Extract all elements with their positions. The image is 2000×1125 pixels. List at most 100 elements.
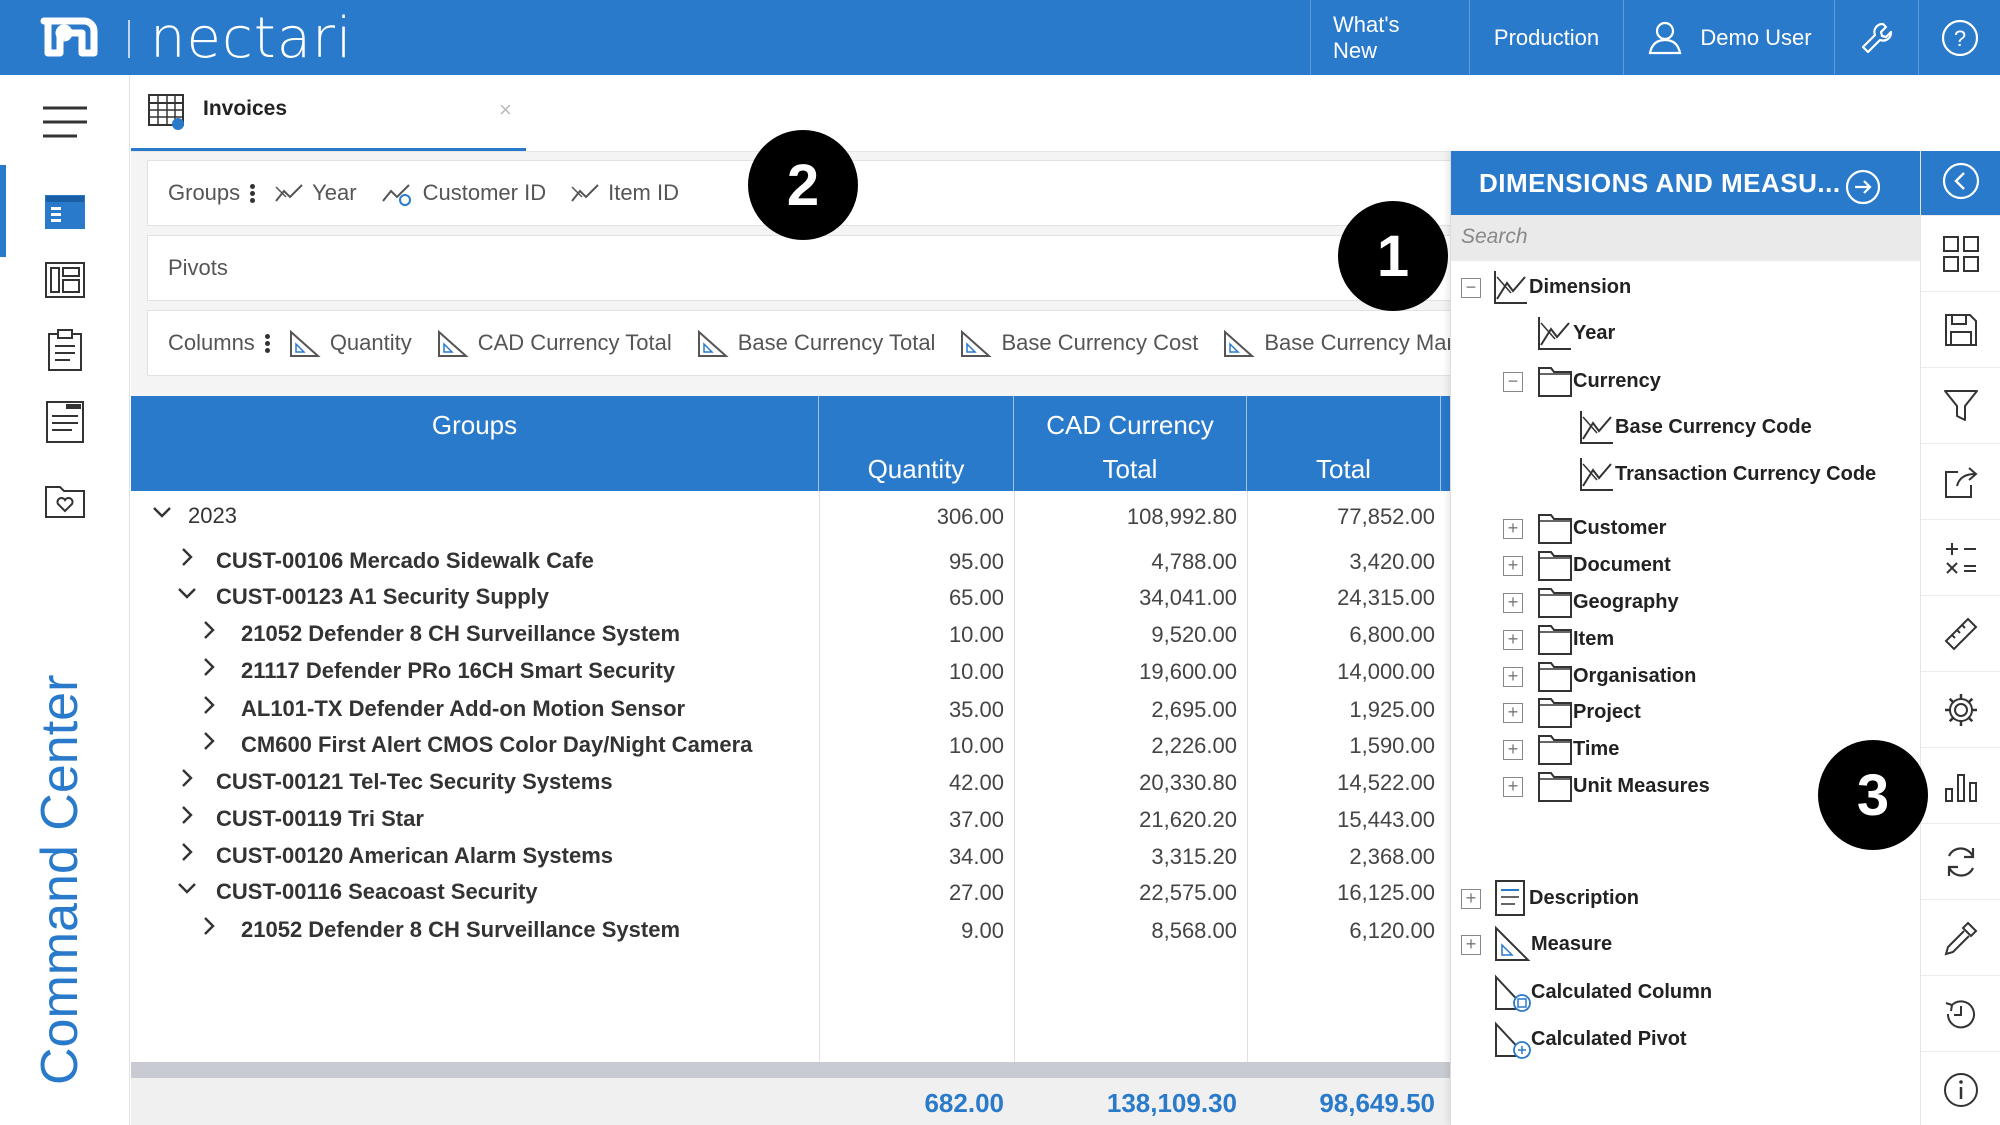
chevron-right-icon[interactable] <box>176 841 198 870</box>
header-quantity[interactable]: Quantity <box>819 396 1014 491</box>
ruler-button[interactable] <box>1921 595 2000 671</box>
tab-close-icon[interactable]: × <box>499 97 512 122</box>
whats-new-link[interactable]: What's New <box>1310 0 1469 75</box>
collapse-toggle-icon[interactable]: − <box>1503 372 1523 392</box>
table-row[interactable]: CUST-00116 Seacoast Security 27.00 22,575.… <box>131 869 1451 916</box>
tree-currency[interactable]: Currency <box>1537 363 1661 399</box>
workspace-icon[interactable] <box>40 187 90 237</box>
dashboard-icon[interactable] <box>40 255 90 305</box>
filter-button[interactable] <box>1921 367 2000 443</box>
chevron-right-icon[interactable] <box>198 656 220 685</box>
column-chip-base-currency-margin[interactable]: Base Currency Mar <box>1222 328 1454 358</box>
chevron-right-icon[interactable] <box>176 546 198 575</box>
history-clock-icon <box>1945 999 1975 1028</box>
arrow-right-circle-icon[interactable] <box>1844 168 1882 213</box>
info-button[interactable] <box>1921 1051 2000 1125</box>
table-row[interactable]: CUST-00119 Tri Star 37.00 21,620.20 15,443.… <box>131 796 1451 843</box>
calculations-button[interactable] <box>1921 519 2000 595</box>
table-row[interactable]: CUST-00123 A1 Security Supply 65.00 34,041… <box>131 574 1451 621</box>
table-row[interactable]: CUST-00121 Tel-Tec Security Systems 42.00… <box>131 759 1451 806</box>
expand-toggle-icon[interactable]: + <box>1461 935 1481 955</box>
chevron-right-icon[interactable] <box>198 915 220 944</box>
tree-calculated-pivot[interactable]: Calculated Pivot <box>1493 1021 1687 1059</box>
table-row[interactable]: CUST-00106 Mercado Sidewalk Cafe 95.00 4,7… <box>131 538 1451 585</box>
table-row[interactable]: 21052 Defender 8 CH Surveillance System 9… <box>131 907 1451 954</box>
folder-icon <box>1538 514 1572 544</box>
chevron-down-icon[interactable] <box>176 582 198 611</box>
clipboard-icon[interactable] <box>40 325 90 375</box>
chevron-down-icon[interactable] <box>151 501 173 530</box>
tree-transaction-currency-code[interactable]: Transaction Currency Code <box>1579 456 1876 492</box>
expand-toggle-icon[interactable]: + <box>1503 777 1523 797</box>
hamburger-menu-icon[interactable] <box>40 97 90 147</box>
expand-toggle-icon[interactable]: + <box>1503 519 1523 539</box>
history-button[interactable] <box>1921 975 2000 1051</box>
tree-document[interactable]: Document <box>1537 547 1671 583</box>
report-preview-icon[interactable] <box>40 397 90 447</box>
column-chip-cad-currency-total[interactable]: CAD Currency Total <box>436 328 672 358</box>
tree-dimension[interactable]: Dimension <box>1493 269 1631 305</box>
chevron-down-icon[interactable] <box>176 877 198 906</box>
table-row[interactable]: CUST-00120 American Alarm Systems 34.00 3,… <box>131 833 1451 880</box>
group-chip-item-id[interactable]: Item ID <box>570 180 679 206</box>
table-row[interactable]: CM600 First Alert CMOS Color Day/Night C… <box>131 722 1451 769</box>
production-link[interactable]: Production <box>1469 0 1623 75</box>
tree-description[interactable]: Description <box>1493 880 1639 916</box>
chevron-right-icon[interactable] <box>176 804 198 833</box>
help-button[interactable]: ? <box>1918 0 2000 75</box>
columns-more-icon[interactable] <box>264 332 270 355</box>
export-button[interactable] <box>1921 443 2000 519</box>
expand-toggle-icon[interactable]: + <box>1503 630 1523 650</box>
pivots-shelf[interactable]: Pivots <box>147 235 1467 301</box>
collapse-toggle-icon[interactable]: − <box>1461 278 1481 298</box>
picker-button[interactable] <box>1921 899 2000 975</box>
header-groups[interactable]: Groups <box>131 396 819 491</box>
tree-measure[interactable]: Measure <box>1493 925 1612 962</box>
user-menu[interactable]: Demo User <box>1623 0 1834 75</box>
chevron-right-icon[interactable] <box>176 767 198 796</box>
column-chip-base-currency-cost[interactable]: Base Currency Cost <box>959 328 1198 358</box>
favorites-folder-icon[interactable] <box>40 475 90 525</box>
horizontal-scrollbar[interactable] <box>131 1062 1451 1078</box>
dimensions-search-input[interactable]: Search <box>1451 215 1921 261</box>
table-row[interactable]: 21052 Defender 8 CH Surveillance System 1… <box>131 611 1451 658</box>
groups-more-icon[interactable] <box>250 182 256 205</box>
tree-item[interactable]: Item <box>1537 621 1614 657</box>
expand-toggle-icon[interactable]: + <box>1503 703 1523 723</box>
layout-grid-button[interactable] <box>1921 215 2000 291</box>
header-total[interactable]: Total <box>1247 396 1441 491</box>
tree-year[interactable]: Year <box>1537 315 1615 351</box>
table-row[interactable]: 21117 Defender PRo 16CH Smart Security 10… <box>131 648 1451 695</box>
chevron-right-icon[interactable] <box>198 694 220 723</box>
header-cad-currency-total[interactable]: CAD Currency Total <box>1014 396 1247 491</box>
table-row[interactable]: AL101-TX Defender Add-on Motion Sensor 35… <box>131 686 1451 733</box>
tree-time[interactable]: Time <box>1537 731 1619 767</box>
settings-button[interactable] <box>1921 671 2000 747</box>
tools-button[interactable] <box>1834 0 1918 75</box>
tab-invoices[interactable]: Invoices × <box>131 75 526 151</box>
expand-toggle-icon[interactable]: + <box>1461 889 1481 909</box>
columns-shelf[interactable]: Columns Quantity CAD Currency Total Base… <box>147 310 1467 376</box>
chart-button[interactable] <box>1921 747 2000 823</box>
tree-project[interactable]: Project <box>1537 694 1641 730</box>
tree-unit-measures[interactable]: Unit Measures <box>1537 768 1710 804</box>
tree-customer[interactable]: Customer <box>1537 510 1666 546</box>
save-button[interactable] <box>1921 291 2000 367</box>
refresh-button[interactable] <box>1921 823 2000 899</box>
chevron-right-icon[interactable] <box>198 619 220 648</box>
chevron-right-icon[interactable] <box>198 730 220 759</box>
group-chip-year[interactable]: Year <box>274 180 357 206</box>
tree-calculated-column[interactable]: Calculated Column <box>1493 974 1712 1012</box>
tree-geography[interactable]: Geography <box>1537 584 1679 620</box>
expand-toggle-icon[interactable]: + <box>1503 593 1523 613</box>
expand-toggle-icon[interactable]: + <box>1503 740 1523 760</box>
column-chip-base-currency-total[interactable]: Base Currency Total <box>696 328 935 358</box>
tree-base-currency-code[interactable]: Base Currency Code <box>1579 409 1812 445</box>
tree-organisation[interactable]: Organisation <box>1537 658 1696 694</box>
expand-toggle-icon[interactable]: + <box>1503 556 1523 576</box>
expand-toggle-icon[interactable]: + <box>1503 667 1523 687</box>
table-row[interactable]: 2023 306.00 108,992.80 77,852.00 <box>131 493 1451 540</box>
column-chip-quantity[interactable]: Quantity <box>288 328 412 358</box>
collapse-panel-button[interactable] <box>1921 151 2000 215</box>
group-chip-customer-id[interactable]: Customer ID <box>381 179 546 207</box>
